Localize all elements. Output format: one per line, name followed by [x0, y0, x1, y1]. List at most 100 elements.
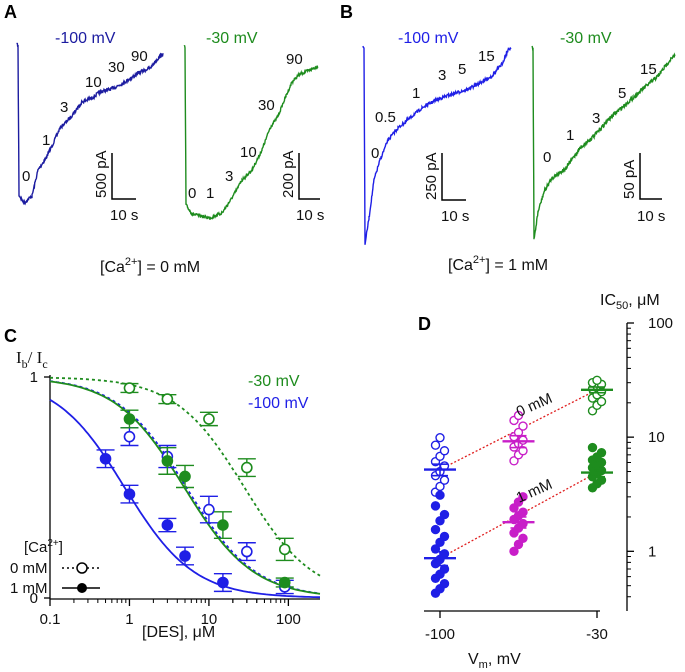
trace-b2-conc-2: 3 — [592, 110, 600, 127]
chart-c-legend-marker-0mm — [76, 562, 88, 574]
chart-d-point — [435, 481, 445, 492]
chart-c-xtick-label-3: 100 — [276, 611, 301, 628]
chart-d-point — [439, 509, 450, 520]
scale-b2-x: 10 s — [637, 208, 665, 225]
scale-a1-y: 500 pA — [93, 150, 110, 198]
chart-d-point — [435, 516, 445, 526]
trace-a1-voltage: -100 mV — [55, 30, 116, 47]
chart-c-point — [179, 550, 191, 562]
chart-c-point — [241, 545, 253, 558]
trace-b1-conc-2: 1 — [412, 85, 420, 102]
chart-c-point — [278, 543, 291, 556]
trace-a2-conc-1: 1 — [206, 185, 214, 202]
chart-d-point — [509, 456, 519, 466]
chart-c-legend-0mm: 0 mM — [10, 560, 48, 577]
chart-d-point — [430, 440, 441, 450]
trace-a2-conc-2: 3 — [225, 168, 233, 185]
chart-c-xtick-label-2: 10 — [201, 611, 218, 628]
chart-d-point — [592, 375, 602, 385]
trace-b2-conc-0: 0 — [543, 149, 551, 166]
trace-b2-current — [531, 45, 676, 240]
chart-c-xtick-label-1: 1 — [125, 611, 133, 628]
scale-bar-a1 — [111, 153, 136, 200]
chart-c-point — [123, 430, 136, 443]
panel-label-a: A — [4, 2, 17, 22]
chart-d-point — [587, 442, 598, 453]
trace-a2-conc-3: 10 — [240, 144, 257, 161]
trace-a1-conc-2: 3 — [60, 99, 68, 116]
chart-c-fit-curve-3 — [49, 399, 320, 599]
chart-c-point — [161, 519, 174, 531]
chart-d-point — [518, 533, 528, 544]
chart-d-point — [509, 546, 519, 557]
chart-c-ylabel: Ib/ Ic — [16, 348, 48, 371]
trace-b2-conc-1: 1 — [566, 127, 574, 144]
scale-a1-x: 10 s — [110, 207, 138, 224]
scale-b2-y: 50 pA — [621, 160, 638, 199]
chart-d-point — [518, 446, 528, 456]
scale-a2-y: 200 pA — [280, 150, 297, 198]
chart-c-legend-1mm: 1 mM — [10, 580, 48, 597]
chart-c-legend-title: [Ca2+] — [24, 538, 63, 556]
trace-b2-conc-4: 15 — [640, 61, 657, 78]
trace-a2-conc-0: 0 — [188, 185, 196, 202]
chart-d-point — [430, 544, 441, 554]
chart-d-point — [435, 490, 445, 500]
trace-a1-conc-1: 1 — [42, 132, 50, 149]
trace-b1-conc-3: 3 — [438, 67, 446, 84]
chart-d-ytick-label-2: 100 — [648, 315, 673, 332]
scale-bar-b2 — [639, 153, 662, 200]
chart-c-label-100mv: -100 mV — [248, 395, 309, 412]
chart-d-xtick-label-1: -30 — [586, 626, 608, 643]
trace-b1-conc-4: 5 — [458, 61, 466, 78]
trace-b1-voltage: -100 mV — [398, 30, 459, 47]
panel-a: -100 mV -30 mV 0 1 3 10 30 90 0 1 3 10 3… — [16, 30, 324, 276]
chart-c-point — [99, 452, 112, 465]
chart-c-point — [217, 519, 229, 531]
trace-b2-voltage: -30 mV — [560, 30, 612, 47]
chart-d-ylabel: IC50, μM — [600, 292, 660, 312]
trace-a1-conc-0: 0 — [22, 168, 30, 185]
chart-c-point — [161, 393, 174, 405]
trace-a1-conc-4: 30 — [108, 59, 125, 76]
trace-a2-conc-5: 90 — [286, 51, 303, 68]
panel-b: -100 mV -30 mV 0 0.5 1 3 5 15 0 1 3 5 15… — [362, 30, 676, 274]
chart-d-point — [439, 446, 450, 456]
trace-a2-current — [183, 45, 319, 220]
trace-a1-current — [16, 42, 164, 206]
chart-c-point — [123, 488, 136, 500]
trace-a2-conc-4: 30 — [258, 97, 275, 114]
chart-c-ytick-label-0: 0 — [30, 590, 38, 607]
chart-c-point — [203, 413, 215, 425]
chart-c-fit-curve-2 — [49, 380, 321, 595]
panel-c: Ib/ Ic 0.1 1 10 100 0 1 [DES], μM -30 mV -100… — [10, 348, 321, 641]
chart-d-annotation-0mm: 0 mM — [514, 390, 555, 421]
chart-d-point — [435, 432, 445, 443]
chart-c-label-30mv: -30 mV — [248, 373, 300, 390]
chart-c-fit-curve-0 — [50, 376, 321, 577]
trace-b2-conc-3: 5 — [618, 85, 626, 102]
scale-a2-x: 10 s — [296, 207, 324, 224]
chart-d-point — [518, 518, 528, 529]
chart-d-ytick-label-0: 1 — [648, 543, 656, 560]
trace-a1-conc-3: 10 — [85, 74, 102, 91]
scale-bar-a2 — [298, 153, 320, 200]
trace-b1-conc-5: 15 — [478, 48, 495, 65]
trace-a1-conc-5: 90 — [131, 48, 148, 65]
trace-a2-voltage: -30 mV — [206, 30, 258, 47]
chart-c-point — [241, 461, 253, 474]
panel-b-condition: [Ca2+] = 1 mM — [448, 254, 548, 274]
panel-d: IC50, μM 1 10 100 -100 -30 Vm, mV 0 mM 1 mM — [424, 292, 673, 671]
chart-c-xtick-label-0: 0.1 — [40, 611, 61, 628]
panel-label-c: C — [4, 326, 17, 346]
panel-label-b: B — [340, 2, 353, 22]
chart-c-point — [203, 503, 215, 516]
scale-b1-x: 10 s — [441, 208, 469, 225]
chart-d-point — [430, 524, 441, 535]
chart-d-annotation-1mm: 1 mM — [514, 476, 555, 507]
chart-c-point — [179, 470, 191, 483]
chart-d-point — [518, 421, 528, 431]
chart-c-xlabel: [DES], μM — [142, 624, 215, 641]
chart-d-point — [439, 475, 450, 485]
